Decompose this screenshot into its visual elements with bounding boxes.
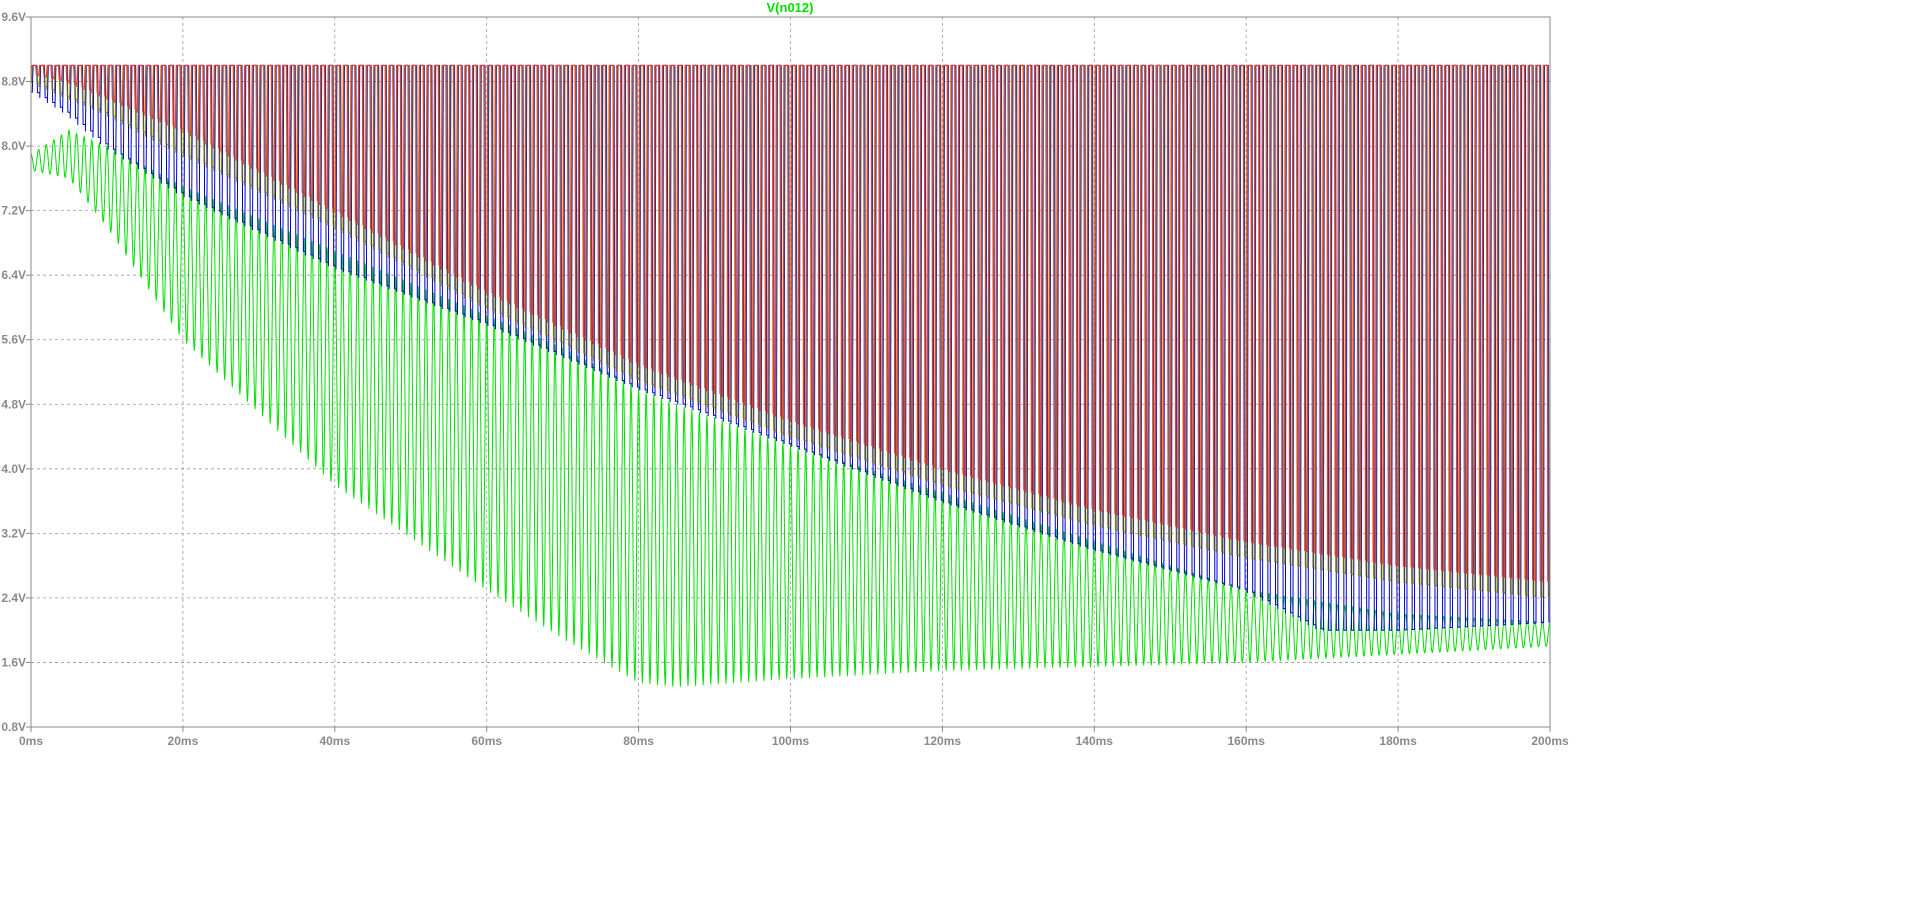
- x-tick-label: 40ms: [319, 734, 350, 748]
- y-tick-label: 5.6V: [1, 333, 26, 347]
- x-tick-label: 20ms: [168, 734, 199, 748]
- y-tick-label: 4.0V: [1, 462, 26, 476]
- x-tick-label: 80ms: [623, 734, 654, 748]
- chart-title[interactable]: V(n012): [767, 0, 814, 15]
- y-tick-label: 2.4V: [1, 591, 26, 605]
- y-tick-label: 0.8V: [1, 720, 26, 734]
- x-tick-label: 100ms: [772, 734, 810, 748]
- x-tick-label: 180ms: [1379, 734, 1417, 748]
- y-tick-label: 6.4V: [1, 268, 26, 282]
- series-line-blue: [31, 64, 1550, 631]
- y-tick-label: 8.8V: [1, 75, 26, 89]
- series-line-green: [31, 129, 1550, 687]
- series-layer: [31, 64, 1550, 687]
- y-tick-label: 9.6V: [1, 10, 26, 24]
- x-tick-label: 0ms: [19, 734, 43, 748]
- y-tick-label: 1.6V: [1, 655, 26, 669]
- y-tick-label: 3.2V: [1, 526, 26, 540]
- y-tick-label: 7.2V: [1, 204, 26, 218]
- y-tick-label: 8.0V: [1, 139, 26, 153]
- x-axis-ticks: 0ms 20ms 40ms 60ms 80ms 100ms 120ms 140ms 160ms 1…: [19, 727, 1569, 748]
- x-tick-label: 120ms: [924, 734, 962, 748]
- x-tick-label: 60ms: [471, 734, 502, 748]
- x-tick-label: 160ms: [1228, 734, 1266, 748]
- x-tick-label: 140ms: [1076, 734, 1114, 748]
- y-tick-label: 4.8V: [1, 397, 26, 411]
- x-tick-label: 200ms: [1531, 734, 1569, 748]
- series-line-red: [31, 64, 1550, 582]
- y-axis-ticks: 0.8V 1.6V 2.4V 3.2V 4.0V 4.8V 5.6V 6.4V 7.2V 8.0V…: [1, 10, 31, 734]
